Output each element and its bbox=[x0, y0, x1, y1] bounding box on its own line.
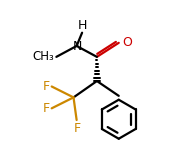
Text: CH₃: CH₃ bbox=[33, 50, 55, 63]
Text: F: F bbox=[74, 122, 81, 135]
Text: F: F bbox=[43, 102, 50, 115]
Text: N: N bbox=[73, 40, 82, 53]
Text: O: O bbox=[122, 35, 132, 49]
Text: H: H bbox=[77, 19, 87, 32]
Text: F: F bbox=[43, 80, 50, 93]
